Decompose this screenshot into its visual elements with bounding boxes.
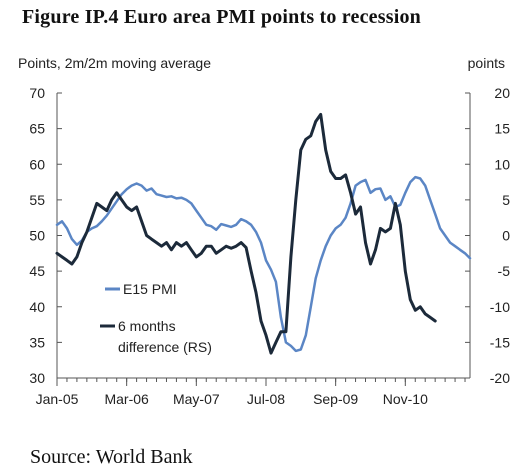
left-tick-label: 40: [29, 299, 45, 315]
legend-label-6m-diff-line2: difference (RS): [118, 339, 212, 355]
right-tick-label: 10: [494, 156, 510, 172]
right-tick-label: -20: [490, 370, 510, 386]
left-tick-label: 45: [29, 263, 45, 279]
right-tick-label: -15: [490, 334, 510, 350]
right-tick-label: 5: [502, 192, 510, 208]
line-chart: Points, 2m/2m moving average points 30 35…: [18, 55, 510, 407]
x-tick-label: Nov-10: [383, 391, 428, 407]
right-tick-label: 0: [502, 228, 510, 244]
left-tick-label: 65: [29, 121, 45, 137]
right-tick-label: -5: [498, 263, 511, 279]
left-tick-label: 50: [29, 228, 45, 244]
x-tick-label: Sep-09: [313, 391, 358, 407]
right-tick-label: 15: [494, 121, 510, 137]
right-tick-label: -10: [490, 299, 510, 315]
x-tick-label: Jan-05: [36, 391, 79, 407]
left-tick-label: 70: [29, 85, 45, 101]
series-line-e15-pmi: [55, 175, 472, 353]
legend-label-6m-diff-line1: 6 months: [118, 318, 176, 334]
right-tick-label: 20: [494, 85, 510, 101]
x-tick-label: Mar-06: [104, 391, 149, 407]
chart-legend: E15 PMI 6 months difference (RS): [100, 281, 212, 355]
legend-label-e15-pmi: E15 PMI: [123, 281, 177, 297]
left-tick-label: 30: [29, 370, 45, 386]
series-layer: [55, 112, 472, 355]
left-tick-label: 55: [29, 192, 45, 208]
figure-source: Source: World Bank: [30, 446, 193, 468]
x-tick-label: May-07: [173, 391, 220, 407]
series-line-6m-difference: [55, 112, 437, 355]
right-axis-label: points: [468, 55, 505, 71]
figure-title: Figure IP.4 Euro area PMI points to rece…: [22, 6, 421, 28]
chart-axes: 30 35 40 45 50 55 60 65 70 -20 -15 -10 -5 0 5 10 15 20 Jan…: [29, 85, 510, 407]
left-tick-label: 35: [29, 334, 45, 350]
x-tick-label: Jul-08: [247, 391, 285, 407]
left-axis-label: Points, 2m/2m moving average: [18, 55, 211, 71]
left-tick-label: 60: [29, 156, 45, 172]
